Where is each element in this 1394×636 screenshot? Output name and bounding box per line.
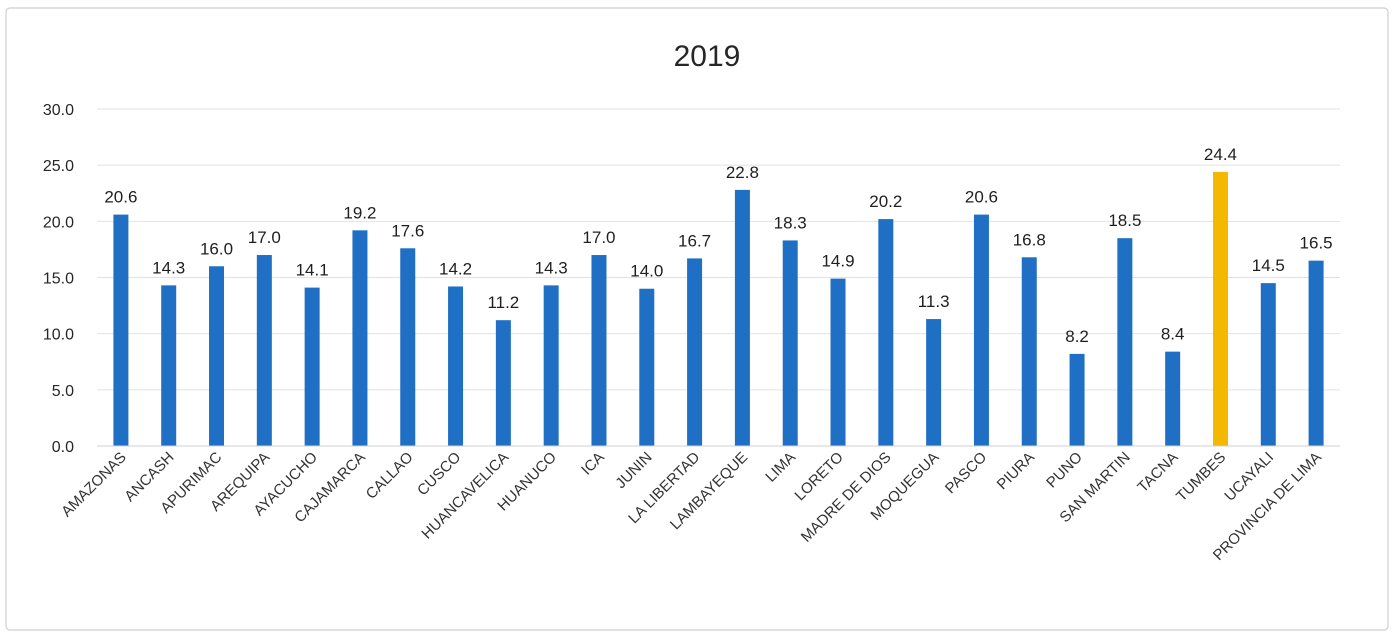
bar — [352, 230, 368, 446]
data-label: 14.3 — [152, 258, 185, 277]
gridlines — [97, 108, 1340, 391]
x-tick-label: PIURA — [994, 449, 1038, 493]
y-tick-label: 15.0 — [43, 271, 74, 288]
data-label: 19.2 — [343, 203, 376, 222]
x-tick-label: LIMA — [762, 449, 799, 486]
bar — [639, 288, 655, 446]
chart-frame — [5, 7, 1389, 631]
data-label: 17.0 — [582, 228, 615, 247]
data-label: 22.8 — [726, 163, 759, 182]
bar — [1260, 283, 1276, 446]
data-label: 14.0 — [630, 262, 663, 281]
data-label: 14.5 — [1252, 256, 1285, 275]
x-tick-label: JUNIN — [612, 449, 655, 492]
bar — [1212, 171, 1228, 446]
bar — [1165, 351, 1181, 446]
bar — [495, 320, 511, 446]
bar — [161, 285, 177, 446]
chart-title: 2019 — [674, 40, 741, 73]
bar — [878, 219, 894, 446]
data-label: 20.6 — [104, 188, 137, 207]
bars — [113, 171, 1324, 446]
x-tick-label: MADRE DE DIOS — [798, 449, 895, 546]
bar — [926, 319, 942, 446]
data-label: 8.2 — [1065, 327, 1089, 346]
bar — [687, 258, 703, 446]
x-tick-label: PUNO — [1043, 449, 1086, 492]
x-axis-ticks: AMAZONASANCASHAPURIMACAREQUIPAAYACUCHOCA… — [58, 449, 1325, 564]
bar — [209, 266, 225, 446]
data-label: 16.8 — [1013, 230, 1046, 249]
x-tick-label: CALLAO — [363, 449, 417, 503]
data-label: 14.1 — [296, 261, 329, 280]
data-label: 14.2 — [439, 259, 472, 278]
y-tick-label: 10.0 — [43, 327, 74, 344]
data-label: 8.4 — [1161, 325, 1185, 344]
bar — [1117, 238, 1133, 446]
bar — [304, 287, 320, 446]
y-tick-label: 30.0 — [43, 102, 74, 119]
bar — [830, 278, 846, 446]
data-label: 11.3 — [918, 292, 950, 311]
y-axis-ticks: 0.0 5.0 10.0 15.0 20.0 25.0 30.0 — [43, 102, 74, 456]
data-label: 11.2 — [487, 293, 519, 312]
bar — [543, 285, 559, 446]
data-label: 14.3 — [535, 258, 568, 277]
x-tick-label: ICA — [578, 449, 608, 479]
x-tick-label: HUANCAVELICA — [418, 449, 512, 543]
bar — [973, 214, 989, 446]
data-label: 16.0 — [200, 239, 233, 258]
x-tick-label: PASCO — [942, 449, 990, 497]
y-tick-label: 5.0 — [52, 383, 74, 400]
data-label: 20.6 — [965, 188, 998, 207]
x-tick-label: TACNA — [1134, 449, 1181, 496]
data-labels: 20.6 14.3 16.0 17.0 14.1 19.2 17.6 14.2 11.2 14.3… — [104, 145, 1332, 346]
bar — [256, 255, 272, 446]
bar — [734, 189, 750, 446]
bar — [1069, 353, 1085, 446]
bar — [1021, 257, 1037, 446]
y-tick-label: 20.0 — [43, 214, 74, 231]
y-tick-label: 25.0 — [43, 158, 74, 175]
bar — [782, 240, 798, 446]
data-label: 20.2 — [869, 192, 902, 211]
y-tick-label: 0.0 — [52, 439, 74, 456]
x-tick-label: AMAZONAS — [58, 449, 130, 521]
data-label: 16.5 — [1300, 234, 1333, 253]
data-label: 14.9 — [821, 252, 854, 271]
data-label: 18.5 — [1108, 211, 1141, 230]
bar — [591, 255, 607, 446]
x-tick-label: TUMBES — [1173, 449, 1229, 505]
data-label: 24.4 — [1204, 145, 1237, 164]
bar — [1308, 260, 1324, 446]
bar — [113, 214, 129, 446]
data-label: 17.0 — [248, 228, 281, 247]
data-label: 18.3 — [774, 213, 807, 232]
data-label: 16.7 — [678, 231, 711, 250]
data-label: 17.6 — [391, 221, 424, 240]
bar — [448, 286, 464, 446]
bar — [400, 248, 416, 446]
